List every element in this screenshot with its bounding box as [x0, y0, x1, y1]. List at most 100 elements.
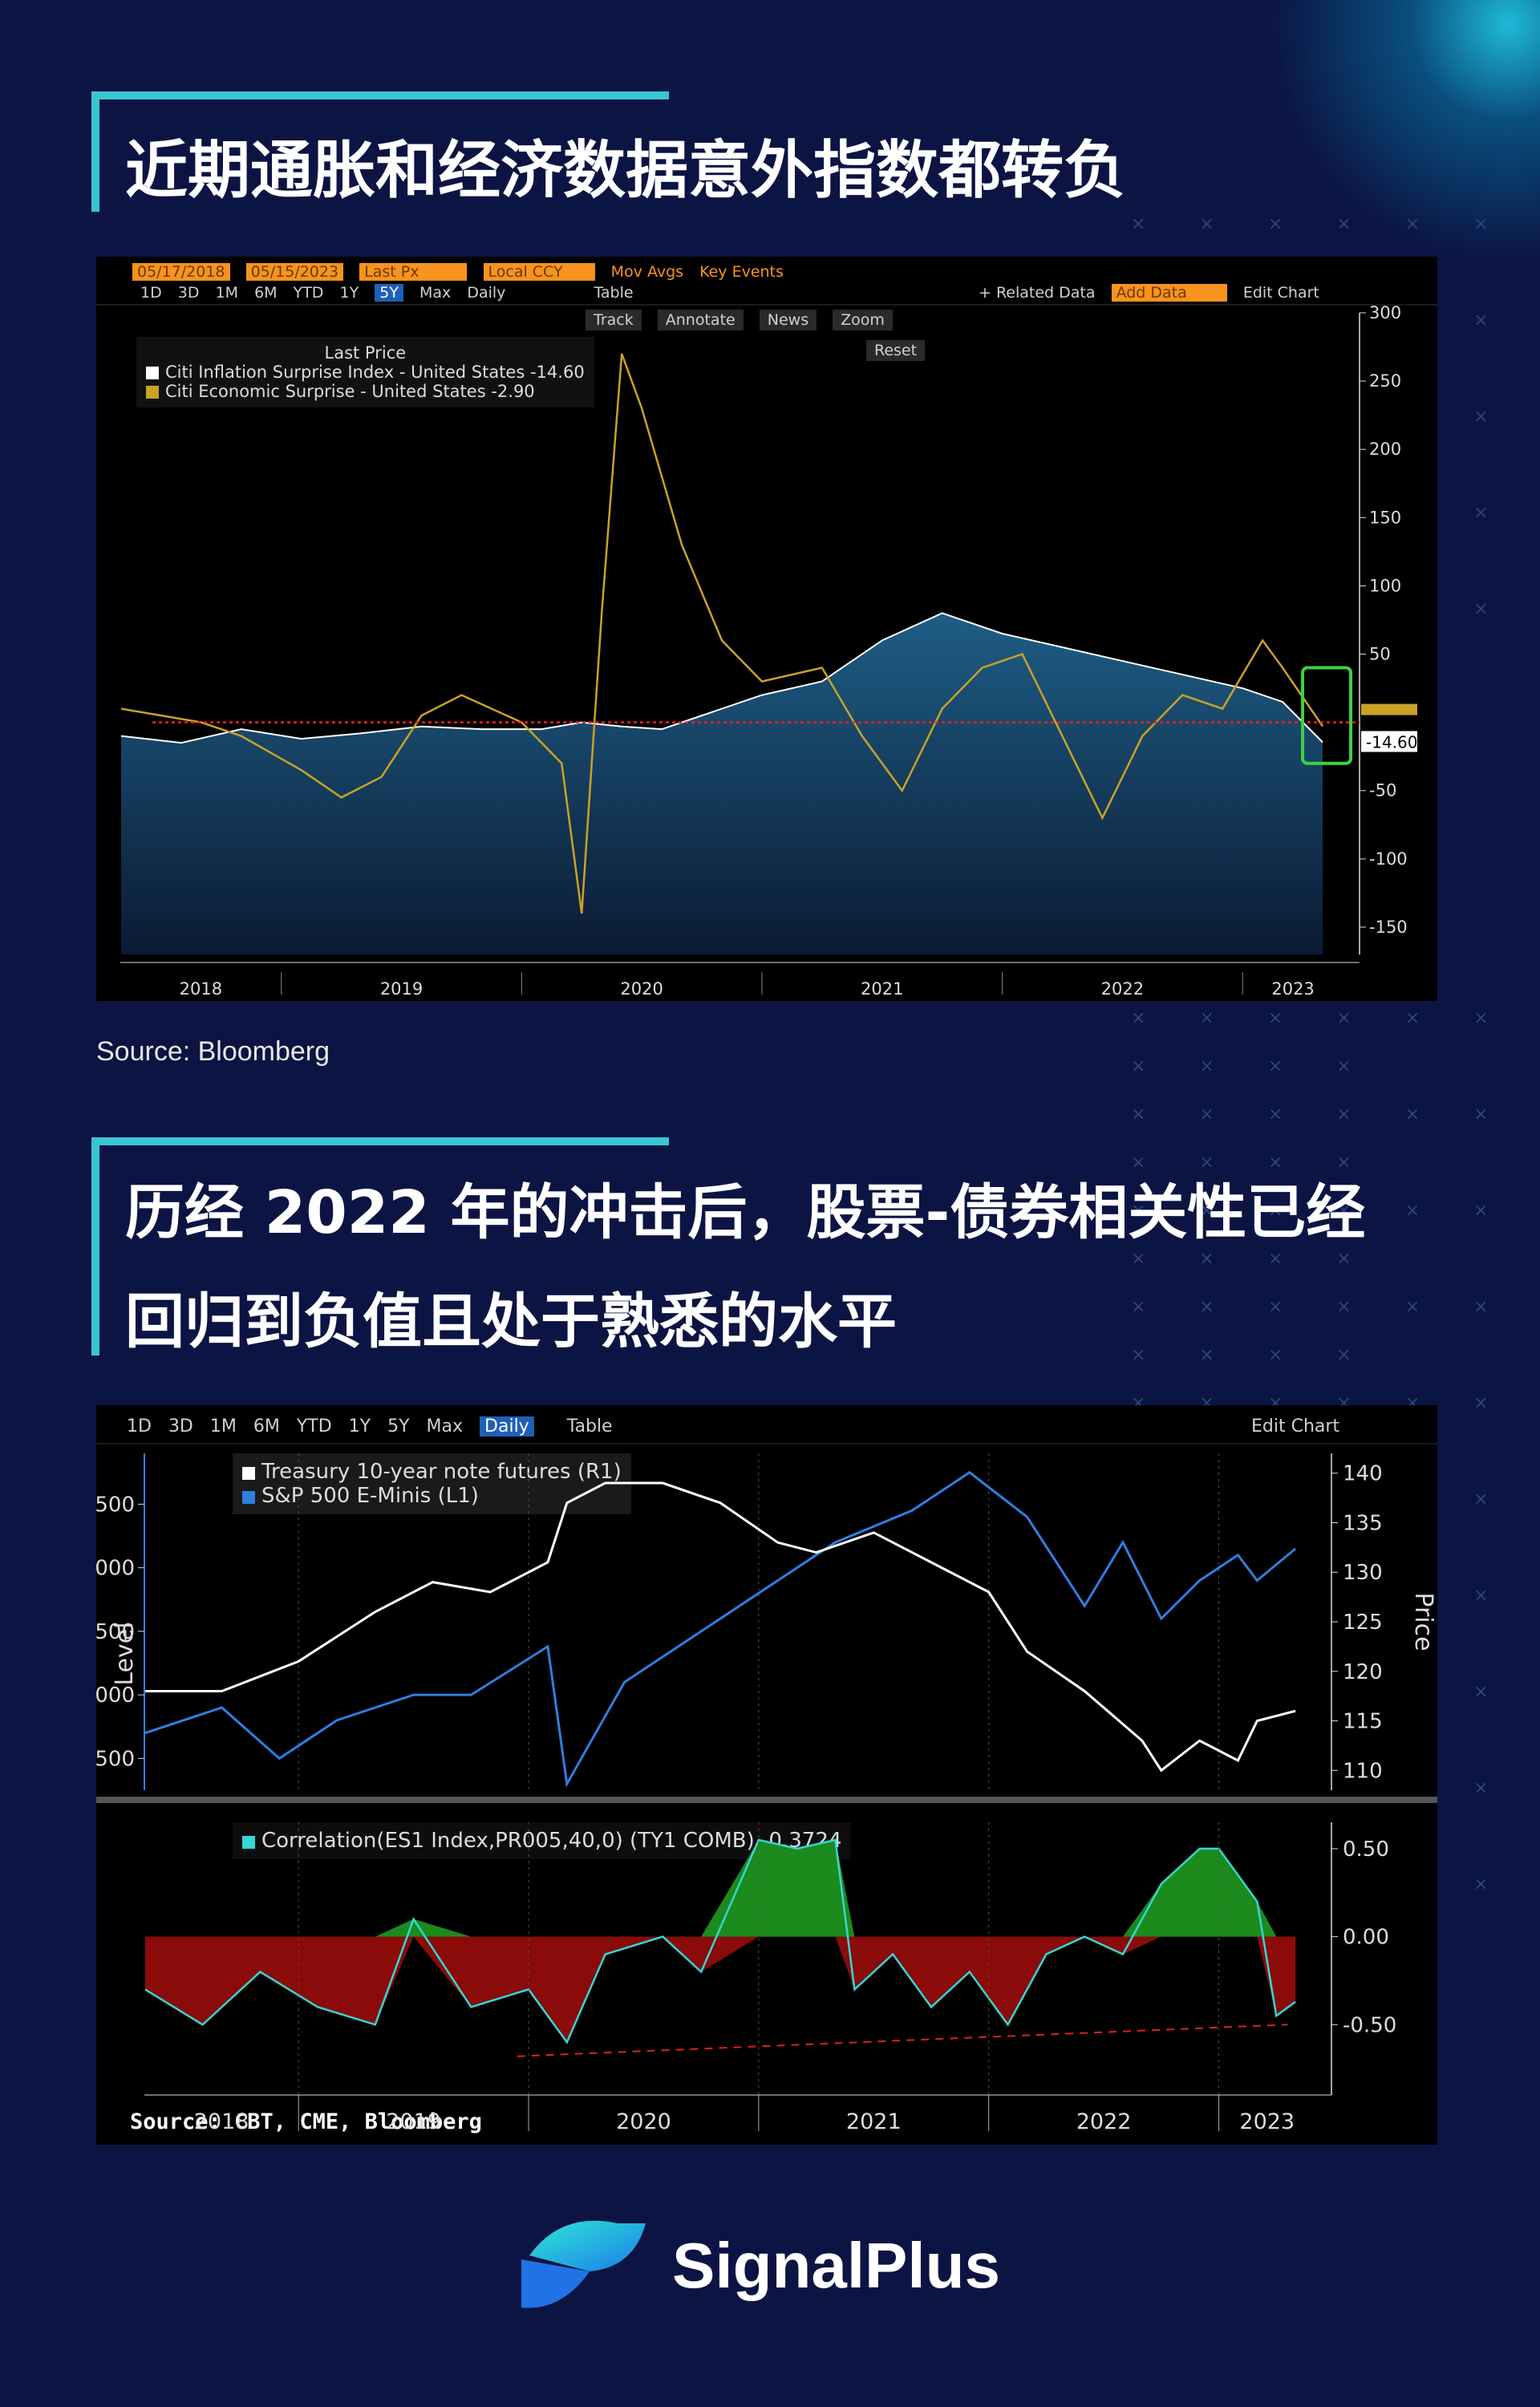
corr-tick-label: 0.00 — [1343, 1926, 1389, 1950]
ytick-label: 100 — [1369, 576, 1401, 595]
title2-accent-left — [91, 1137, 99, 1355]
legend-item-treasury: Treasury 10-year note futures (R1) — [242, 1460, 622, 1484]
range-ytd[interactable]: YTD — [293, 284, 324, 302]
reset-button[interactable]: Reset — [866, 340, 926, 361]
legend-item-spx: S&P 500 E-Minis (L1) — [242, 1484, 622, 1508]
corr-tick-label: 0.50 — [1343, 1838, 1389, 1862]
xtick-label: 2022 — [1101, 979, 1144, 999]
last-tag-inflation-text: -14.60 — [1366, 732, 1417, 752]
c2-range-1y[interactable]: 1Y — [348, 1416, 371, 1437]
correlation-trendline — [517, 2024, 1288, 2057]
chart1-source: Source: Bloomberg — [96, 1036, 330, 1067]
ytick-label: 150 — [1369, 508, 1401, 527]
range-1m[interactable]: 1M — [215, 284, 239, 302]
title-accent-top — [91, 91, 669, 99]
xtick-label: 2020 — [620, 979, 663, 999]
add-data-field[interactable]: Add Data — [1111, 284, 1227, 302]
ytick-label: 200 — [1369, 440, 1401, 459]
c2-range-ytd[interactable]: YTD — [296, 1416, 332, 1437]
xtick-label: 2019 — [380, 979, 423, 999]
c2-period-select[interactable]: Daily — [480, 1416, 534, 1437]
currency-select[interactable]: Local CCY — [483, 263, 595, 281]
range-3d[interactable]: 3D — [177, 284, 200, 302]
section1-title: 近期通胀和经济数据意外指数都转负 — [125, 135, 1127, 207]
title2-accent-top — [91, 1137, 669, 1145]
correlation-negative-fill — [144, 1936, 1296, 2043]
range-5y[interactable]: 5Y — [375, 284, 403, 302]
period-select[interactable]: Daily — [467, 284, 506, 302]
swatch-inflation — [146, 367, 159, 379]
legend-item-inflation: Citi Inflation Surprise Index - United S… — [146, 363, 585, 382]
chart2-svg: 4500 4000 3500 3000 2500 140 135 130 125 120 115 11… — [96, 1443, 1437, 2134]
left-tick-label: 4000 — [96, 1557, 135, 1581]
c2-range-5y[interactable]: 5Y — [387, 1416, 410, 1437]
legend-label-economic: Citi Economic Surprise - United States — [165, 382, 486, 401]
news-button[interactable]: News — [759, 310, 817, 330]
correlation-line — [144, 1838, 1296, 2044]
legend-label-treasury: Treasury 10-year note futures (R1) — [261, 1460, 622, 1484]
c2-range-3d[interactable]: 3D — [168, 1416, 193, 1437]
xtick-label2: 2020 — [616, 2109, 671, 2134]
c2-range-1m[interactable]: 1M — [209, 1416, 237, 1437]
range-1d[interactable]: 1D — [140, 284, 162, 302]
c2-range-max[interactable]: Max — [426, 1416, 464, 1437]
start-date-field[interactable]: 05/17/2018 — [132, 263, 230, 281]
c2-range-6m[interactable]: 6M — [253, 1416, 280, 1437]
c2-table-button[interactable]: Table — [566, 1416, 613, 1437]
section2-title-line1: 历经 2022 年的冲击后，股票-债券相关性已经 — [125, 1178, 1366, 1247]
chart1-reset: Reset — [866, 340, 936, 361]
legend-value-correlation: -0.3724 — [761, 1829, 842, 1853]
swatch-treasury — [242, 1467, 255, 1480]
legend-value-inflation: -14.60 — [529, 363, 585, 382]
left-axis-title: Level — [111, 1622, 139, 1685]
left-tick-label: 3500 — [96, 1620, 135, 1644]
range-6m[interactable]: 6M — [254, 284, 278, 302]
legend-label-inflation: Citi Inflation Surprise Index - United S… — [165, 363, 525, 382]
inflation-area — [120, 613, 1323, 954]
field-select[interactable]: Last Px — [359, 263, 468, 281]
ytick-label: 250 — [1369, 371, 1401, 391]
signalplus-logo: SignalPlus — [513, 2211, 1027, 2316]
economic-line — [120, 353, 1324, 914]
right-tick-label: 140 — [1343, 1462, 1383, 1486]
related-data-button[interactable]: + Related Data — [979, 284, 1096, 302]
chart2-edit: Edit Chart — [1251, 1416, 1351, 1437]
annotate-button[interactable]: Annotate — [657, 310, 744, 330]
legend-label-spx: S&P 500 E-Minis (L1) — [261, 1484, 479, 1508]
title-accent-left — [91, 91, 99, 212]
ytick-label: -50 — [1369, 781, 1396, 800]
table-button[interactable]: Table — [594, 284, 634, 302]
signalplus-logo-icon — [521, 2220, 646, 2308]
chart1-tools: Track Annotate News Zoom — [586, 310, 904, 330]
legend-value-economic: -2.90 — [491, 382, 535, 401]
right-tick-label: 135 — [1343, 1511, 1383, 1535]
legend-title: Last Price — [324, 343, 407, 363]
key-events-toggle[interactable]: Key Events — [699, 263, 784, 281]
left-tick-label: 3000 — [96, 1684, 135, 1708]
legend-label-correlation: Correlation(ES1 Index,PR005,40,0) (TY1 C… — [261, 1829, 755, 1853]
panel-separator — [96, 1797, 1437, 1803]
c2-edit-chart-button[interactable]: Edit Chart — [1251, 1416, 1340, 1437]
xtick-label: 2021 — [861, 979, 903, 999]
left-tick-label: 4500 — [96, 1493, 135, 1517]
mov-avgs-toggle[interactable]: Mov Avgs — [610, 263, 684, 281]
chart2-toolbar: 1D 3D 1M 6M YTD 1Y 5Y Max Daily Table — [127, 1416, 624, 1437]
last-tag-inflation — [1361, 731, 1417, 752]
end-date-field[interactable]: 05/15/2023 — [245, 263, 344, 281]
edit-chart-button[interactable]: Edit Chart — [1242, 284, 1319, 302]
chart1-toolbar-right: + Related Data Add Data Edit Chart — [979, 284, 1331, 302]
chart2-legend: Treasury 10-year note futures (R1) S&P 5… — [233, 1453, 631, 1514]
track-button[interactable]: Track — [586, 310, 642, 330]
right-tick-label: 130 — [1343, 1561, 1383, 1585]
section2-title-line2: 回归到负值且处于熟悉的水平 — [125, 1287, 897, 1356]
range-max[interactable]: Max — [419, 284, 452, 302]
c2-range-1d[interactable]: 1D — [127, 1416, 152, 1437]
swatch-economic — [146, 386, 159, 399]
highlight-box — [1301, 666, 1353, 765]
xtick-label2: 2021 — [846, 2109, 902, 2134]
range-1y[interactable]: 1Y — [339, 284, 359, 302]
ytick-label: -100 — [1369, 849, 1408, 869]
zoom-button[interactable]: Zoom — [833, 310, 893, 330]
chart1-panel: 05/17/2018 05/15/2023 Last Px Local CCY … — [96, 257, 1437, 1001]
xtick-label: 2023 — [1271, 979, 1314, 999]
